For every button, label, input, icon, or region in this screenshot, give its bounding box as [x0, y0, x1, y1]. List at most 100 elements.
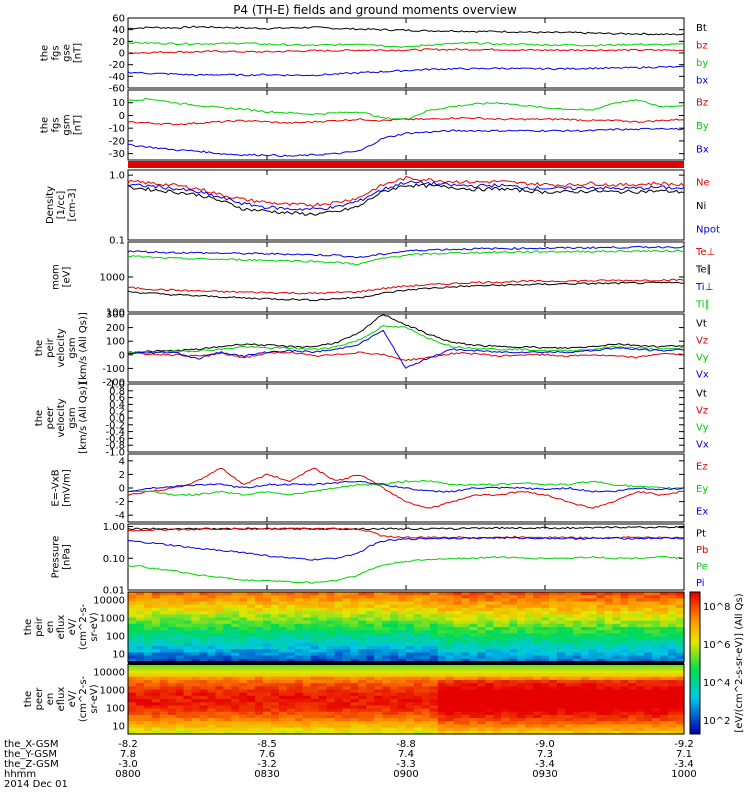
- spectrogram-cell: [199, 595, 208, 599]
- spectrogram-cell: [390, 686, 399, 691]
- spectrogram-cell: [135, 695, 145, 700]
- spectrogram-cell: [612, 614, 621, 619]
- spectrogram-cell: [517, 699, 526, 703]
- spectrogram-cell: [572, 718, 582, 722]
- spectrogram-cell: [564, 639, 574, 644]
- spectrogram-cell: [191, 670, 200, 675]
- spectrogram-cell: [453, 639, 463, 644]
- spectrogram-cell: [366, 686, 375, 691]
- spectrogram-cell: [517, 655, 526, 660]
- spectrogram-cell: [350, 627, 359, 631]
- spectrogram-cell: [612, 667, 621, 671]
- spectrogram-cell: [469, 714, 478, 719]
- spectrogram-cell: [437, 692, 447, 697]
- spectrogram-cell: [612, 702, 621, 706]
- spectrogram-cell: [294, 692, 304, 697]
- spectrogram-cell: [580, 617, 590, 622]
- spectrogram-cell: [310, 630, 320, 634]
- spectrogram-cell: [398, 636, 407, 641]
- spectrogram-cell: [429, 655, 439, 660]
- spectrogram-cell: [350, 604, 359, 609]
- spectrogram-cell: [572, 676, 582, 681]
- spectrogram-cell: [366, 611, 375, 615]
- spectrogram-cell: [382, 601, 391, 606]
- spectrogram-cell: [509, 592, 518, 596]
- spectrogram-cell: [604, 724, 614, 729]
- spectrogram-cell: [541, 686, 550, 691]
- spectrogram-cell: [231, 670, 240, 675]
- spectrogram-cell: [286, 714, 296, 719]
- spectrogram-cell: [668, 730, 677, 735]
- spectrogram-cell: [620, 655, 629, 660]
- spectrogram-cell: [183, 592, 193, 596]
- spectrogram-cell: [541, 692, 550, 697]
- spectrogram-cell: [437, 724, 447, 729]
- spectrogram-cell: [509, 636, 518, 641]
- spectrogram-cell: [501, 664, 510, 668]
- spectrogram-cell: [231, 667, 240, 671]
- spectrogram-cell: [374, 617, 383, 622]
- spectrogram-cell: [564, 633, 574, 638]
- spectrogram-cell: [159, 598, 169, 603]
- spectrogram-cell: [310, 623, 320, 628]
- spectrogram-cell: [477, 642, 486, 647]
- spectrogram-cell: [429, 595, 439, 599]
- spectrogram-cell: [485, 604, 494, 609]
- spectrogram-cell: [350, 683, 359, 687]
- spectrogram-cell: [493, 598, 502, 603]
- spectrogram-cell: [255, 683, 264, 687]
- spectrogram-cell: [461, 689, 471, 694]
- spectrogram-cell: [604, 721, 614, 726]
- spectrogram-cell: [342, 695, 351, 700]
- spectrogram-cell: [477, 686, 486, 691]
- spectrogram-cell: [310, 604, 320, 609]
- spectrogram-cell: [541, 711, 550, 716]
- spectrogram-cell: [350, 699, 359, 703]
- spectrogram-cell: [183, 611, 193, 615]
- spectrogram-cell: [549, 601, 558, 606]
- spectrogram-cell: [676, 692, 685, 697]
- x-axis-value: 0830: [254, 769, 279, 780]
- spectrogram-cell: [151, 683, 161, 687]
- spectrogram-cell: [660, 692, 669, 697]
- spectrogram-cell: [135, 724, 145, 729]
- spectrogram-cell: [445, 658, 455, 663]
- spectrogram-cell: [128, 718, 137, 722]
- spectrogram-cell: [239, 639, 248, 644]
- y-axis-label: mom [eV]: [51, 264, 73, 290]
- spectrogram-cell: [239, 636, 248, 641]
- spectrogram-cell: [517, 614, 526, 619]
- y-tick-label: -100: [102, 364, 125, 375]
- spectrogram-cell: [191, 705, 200, 710]
- spectrogram-cell: [501, 689, 510, 694]
- y-tick-label: -0.2: [105, 420, 125, 431]
- spectrogram-cell: [421, 730, 431, 735]
- spectrogram-cell: [469, 699, 478, 703]
- spectrogram-cell: [350, 686, 359, 691]
- spectrogram-cell: [382, 679, 391, 684]
- spectrogram-cell: [143, 699, 153, 703]
- spectrogram-cell: [572, 601, 582, 606]
- spectrogram-cell: [533, 692, 542, 697]
- spectrogram-cell: [294, 595, 304, 599]
- spectrogram-cell: [580, 673, 590, 678]
- separator-bar: [128, 161, 684, 168]
- spectrogram-cell: [151, 636, 161, 641]
- spectrogram-cell: [620, 627, 629, 631]
- spectrogram-cell: [620, 667, 629, 671]
- spectrogram-cell: [668, 664, 677, 668]
- spectrogram-cell: [175, 604, 185, 609]
- y-tick-label: 100: [106, 308, 125, 319]
- spectrogram-cell: [652, 730, 661, 735]
- spectrogram-cell: [215, 642, 224, 647]
- spectrogram-cell: [382, 714, 391, 719]
- spectrogram-cell: [342, 708, 351, 713]
- legend-label: Ne: [696, 178, 710, 189]
- spectrogram-cell: [453, 617, 463, 622]
- spectrogram-cell: [334, 667, 343, 671]
- spectrogram-cell: [437, 702, 447, 706]
- spectrogram-cell: [278, 730, 288, 735]
- spectrogram-cell: [620, 607, 629, 612]
- spectrogram-cell: [263, 655, 272, 660]
- spectrogram-cell: [660, 598, 669, 603]
